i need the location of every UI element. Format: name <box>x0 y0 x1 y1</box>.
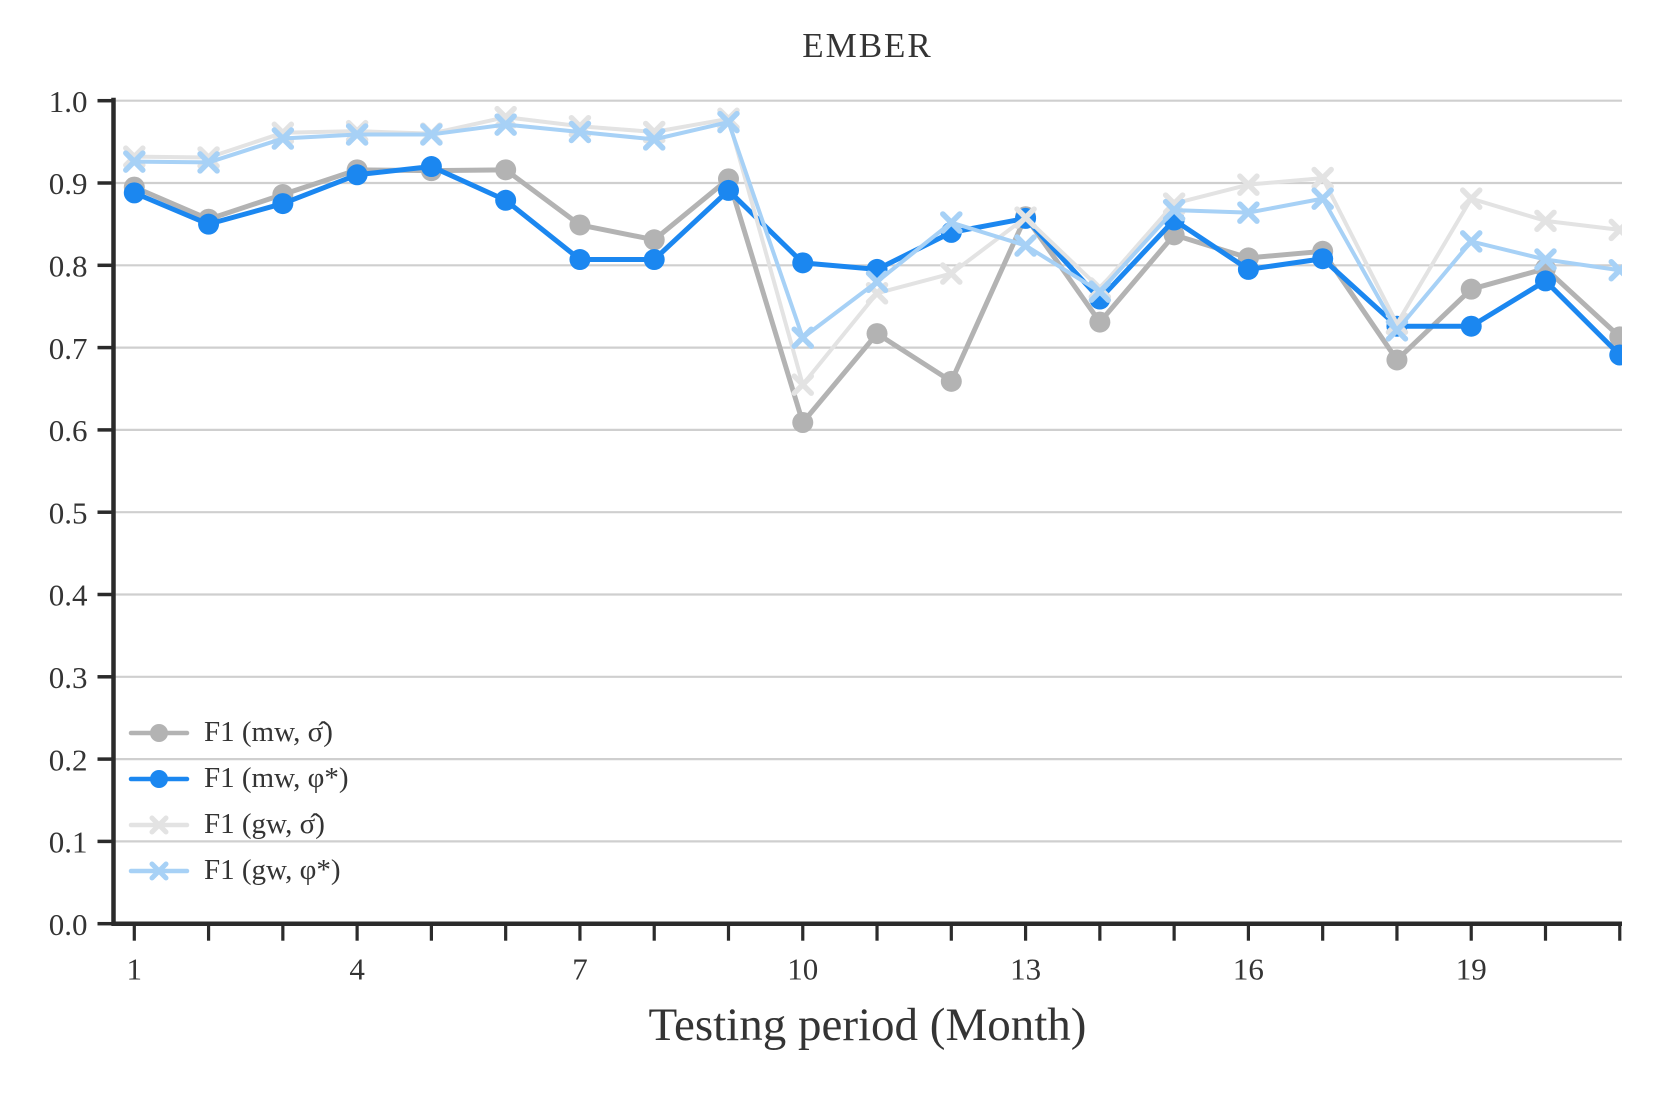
y-tick-label: 0.2 <box>49 742 88 777</box>
legend-item: F1 (gw, σ̂) <box>128 806 349 843</box>
data-point-marker <box>1237 258 1259 280</box>
data-point-marker <box>198 213 220 235</box>
data-point-marker <box>643 229 665 251</box>
data-point-marker <box>792 252 814 274</box>
data-point-marker <box>1014 234 1037 257</box>
data-point-marker <box>569 249 591 271</box>
y-tick-label: 0.5 <box>49 495 88 530</box>
legend-label: F1 (mw, φ*) <box>204 762 349 794</box>
data-point-marker <box>420 123 443 146</box>
data-point-marker <box>1163 224 1185 246</box>
data-point-marker <box>123 150 146 173</box>
legend-label: F1 (gw, φ*) <box>204 854 341 886</box>
data-point-marker <box>272 193 294 215</box>
data-point-marker <box>1460 278 1482 300</box>
y-tick-label: 0.8 <box>49 248 88 283</box>
y-tick-label: 0.7 <box>49 331 88 366</box>
data-point-marker <box>1088 280 1112 303</box>
data-point-marker <box>642 128 666 151</box>
legend-line-circle-marker-icon <box>128 769 190 788</box>
data-point-marker <box>1534 248 1557 271</box>
data-point-marker <box>643 249 665 271</box>
data-point-marker <box>865 270 889 294</box>
data-point-marker <box>940 370 962 392</box>
data-point-marker <box>940 211 963 234</box>
data-point-marker <box>1385 319 1409 342</box>
x-tick-label: 16 <box>1233 952 1264 987</box>
data-point-marker <box>791 326 815 349</box>
data-point-marker <box>494 105 517 129</box>
chart-title: EMBER <box>802 26 933 65</box>
data-point-marker <box>346 164 368 186</box>
data-point-marker <box>1608 218 1622 242</box>
data-point-marker <box>494 113 517 136</box>
data-point-marker <box>1609 326 1622 348</box>
data-point-marker <box>1609 344 1622 366</box>
series-line <box>132 115 1622 387</box>
legend: F1 (mw, σ̂) F1 (mw, φ*) F1 (gw, σ̂) F1 (gw,… <box>128 714 349 889</box>
x-tick-label: 13 <box>1010 952 1041 987</box>
data-point-marker <box>420 156 442 178</box>
y-tick-label: 0.9 <box>49 166 88 201</box>
data-point-marker <box>1237 201 1260 224</box>
y-tick-label: 0.0 <box>49 907 88 942</box>
data-point-marker <box>495 159 517 181</box>
series-line <box>132 120 1622 340</box>
data-point-marker <box>1162 198 1186 222</box>
data-point-marker <box>123 182 145 204</box>
data-point-marker <box>568 120 592 144</box>
x-tick-label: 19 <box>1456 952 1487 987</box>
data-point-marker <box>1311 187 1334 210</box>
x-tick-label: 7 <box>572 952 588 987</box>
data-point-marker <box>197 151 220 174</box>
data-point-marker <box>940 262 963 285</box>
data-point-marker <box>1311 166 1334 190</box>
data-point-marker <box>271 127 295 150</box>
data-point-marker <box>569 214 591 236</box>
data-point-marker <box>717 110 740 134</box>
legend-line-x-marker-icon <box>128 815 190 834</box>
y-tick-label: 1.0 <box>49 84 88 119</box>
y-tick-label: 0.4 <box>49 578 88 613</box>
y-tick-label: 0.1 <box>49 825 88 860</box>
y-tick-label: 0.6 <box>49 413 88 448</box>
legend-label: F1 (gw, σ̂) <box>204 808 325 840</box>
x-tick-label: 10 <box>787 952 818 987</box>
data-point-marker <box>791 373 815 396</box>
x-tick-label: 4 <box>349 952 365 987</box>
data-point-marker <box>1459 187 1483 210</box>
legend-item: F1 (mw, φ*) <box>128 760 349 797</box>
data-point-marker <box>1608 258 1622 282</box>
data-point-marker <box>1237 173 1260 196</box>
legend-item: F1 (gw, φ*) <box>128 852 349 889</box>
legend-line-x-marker-icon <box>128 861 190 880</box>
data-point-marker <box>717 179 739 201</box>
data-point-marker <box>1460 315 1482 337</box>
data-point-marker <box>1534 209 1557 233</box>
data-point-marker <box>1386 349 1408 371</box>
legend-item: F1 (mw, σ̂) <box>128 714 349 751</box>
data-point-marker <box>1459 230 1483 253</box>
x-axis-label: Testing period (Month) <box>648 999 1087 1051</box>
y-tick-label: 0.3 <box>49 660 88 695</box>
data-point-marker <box>866 323 888 345</box>
data-point-marker <box>1089 311 1111 333</box>
data-point-marker <box>1312 248 1334 270</box>
data-point-marker <box>1014 206 1037 229</box>
data-point-marker <box>495 189 517 211</box>
legend-line-circle-marker-icon <box>128 723 190 742</box>
legend-label: F1 (mw, σ̂) <box>204 716 333 748</box>
data-point-marker <box>792 411 814 433</box>
data-point-marker <box>345 123 369 146</box>
x-tick-label: 1 <box>127 952 143 987</box>
data-point-marker <box>1534 270 1556 292</box>
